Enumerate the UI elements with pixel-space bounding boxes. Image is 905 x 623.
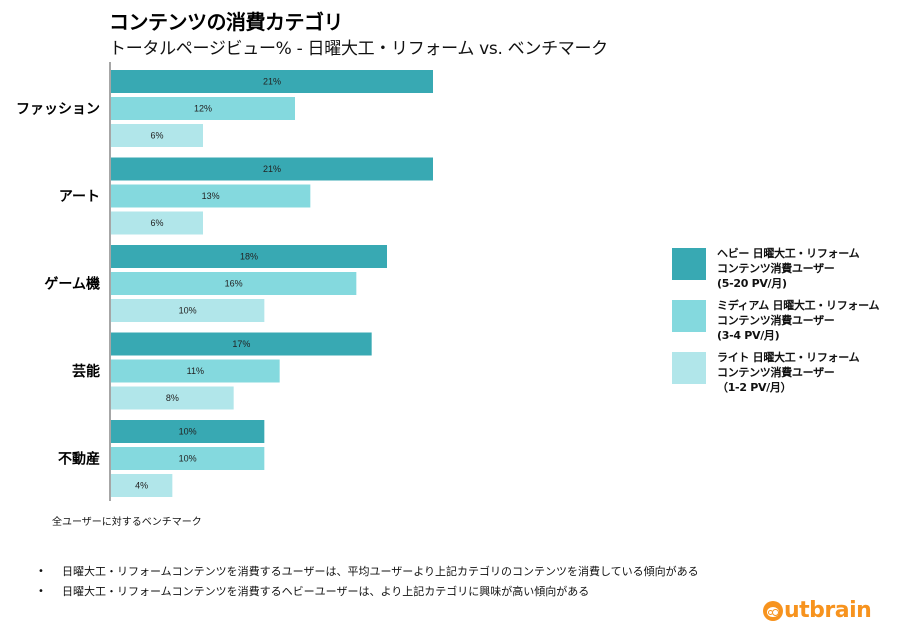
bullet-marker: • (38, 565, 44, 577)
bar (111, 420, 265, 443)
bullet-item: • 日曜大工・リフォームコンテンツを消費するユーザーは、平均ユーザーより上記カテ… (38, 561, 699, 581)
bar-value-label: 10% (179, 427, 197, 437)
bar-value-label: 18% (240, 252, 258, 262)
legend-swatch (672, 248, 706, 280)
legend-item: ライト 日曜大工・リフォーム コンテンツ消費ユーザー （1-2 PV/月） (672, 350, 879, 394)
bullet-text: 日曜大工・リフォームコンテンツを消費するヘビーユーザーは、より上記カテゴリに興味… (62, 585, 590, 598)
bar-value-label: 11% (187, 366, 204, 376)
bar (111, 332, 372, 356)
legend-item: ミディアム 日曜大工・リフォーム コンテンツ消費ユーザー (3-4 PV/月) (672, 298, 880, 342)
bar (111, 299, 265, 322)
legend-label: ライト 日曜大工・リフォーム コンテンツ消費ユーザー （1-2 PV/月） (717, 351, 860, 394)
bar-value-label: 13% (202, 191, 220, 201)
outbrain-logo: utbrain (763, 598, 872, 623)
bar-value-label: 10% (179, 454, 197, 464)
bar-value-label: 10% (179, 306, 197, 316)
bar (111, 157, 433, 181)
bullet-list: • 日曜大工・リフォームコンテンツを消費するユーザーは、平均ユーザーより上記カテ… (38, 561, 699, 601)
category-label: アート (59, 189, 100, 205)
bar (111, 70, 433, 93)
benchmark-note: 全ユーザーに対するベンチマーク (52, 517, 202, 528)
legend-swatch (672, 352, 706, 384)
legend-label: ミディアム 日曜大工・リフォーム コンテンツ消費ユーザー (3-4 PV/月) (717, 299, 880, 342)
bullet-item: • 日曜大工・リフォームコンテンツを消費するヘビーユーザーは、より上記カテゴリに… (38, 581, 699, 601)
category-label: 不動産 (58, 451, 100, 468)
bar-chart: 21% 12% 6% ファッション 21% 13% 6% アート 18% 16% 10% ゲーム機 17… (16, 62, 433, 501)
bar-value-label: 12% (194, 104, 212, 114)
bar (111, 447, 265, 470)
category-label: ファッション (16, 102, 100, 118)
bar (111, 386, 234, 410)
bar (111, 184, 311, 208)
legend-item: ヘビー 日曜大工・リフォーム コンテンツ消費ユーザー (5-20 PV/月) (672, 246, 879, 290)
bar-value-label: 4% (135, 481, 148, 491)
bar-value-label: 8% (166, 393, 179, 403)
bar-value-label: 21% (263, 164, 281, 174)
bar (111, 124, 203, 147)
chart-legend: ヘビー 日曜大工・リフォーム コンテンツ消費ユーザー (5-20 PV/月) ミデ… (672, 246, 879, 402)
bullet-marker: • (38, 585, 44, 597)
category-label: ゲーム機 (44, 276, 100, 293)
legend-swatch (672, 300, 706, 332)
bar (111, 272, 357, 295)
bar-value-label: 6% (150, 131, 163, 141)
chart-title: コンテンツの消費カテゴリ (109, 10, 344, 34)
logo-text: utbrain (784, 598, 872, 623)
bullet-text: 日曜大工・リフォームコンテンツを消費するユーザーは、平均ユーザーより上記カテゴリ… (62, 565, 699, 578)
category-label: 芸能 (72, 363, 100, 380)
bar-value-label: 21% (263, 77, 281, 87)
legend-label: ヘビー 日曜大工・リフォーム コンテンツ消費ユーザー (5-20 PV/月) (717, 247, 860, 290)
bar-value-label: 6% (150, 218, 163, 228)
bar (111, 359, 280, 383)
bar (111, 245, 387, 268)
bar (111, 474, 173, 497)
bar (111, 211, 203, 235)
bar-value-label: 16% (225, 279, 243, 289)
outbrain-face-icon (763, 600, 783, 621)
bar (111, 97, 295, 120)
bar-value-label: 17% (232, 339, 250, 349)
chart-subtitle: トータルページビュー% - 日曜大工・リフォーム vs. ベンチマーク (109, 39, 608, 59)
